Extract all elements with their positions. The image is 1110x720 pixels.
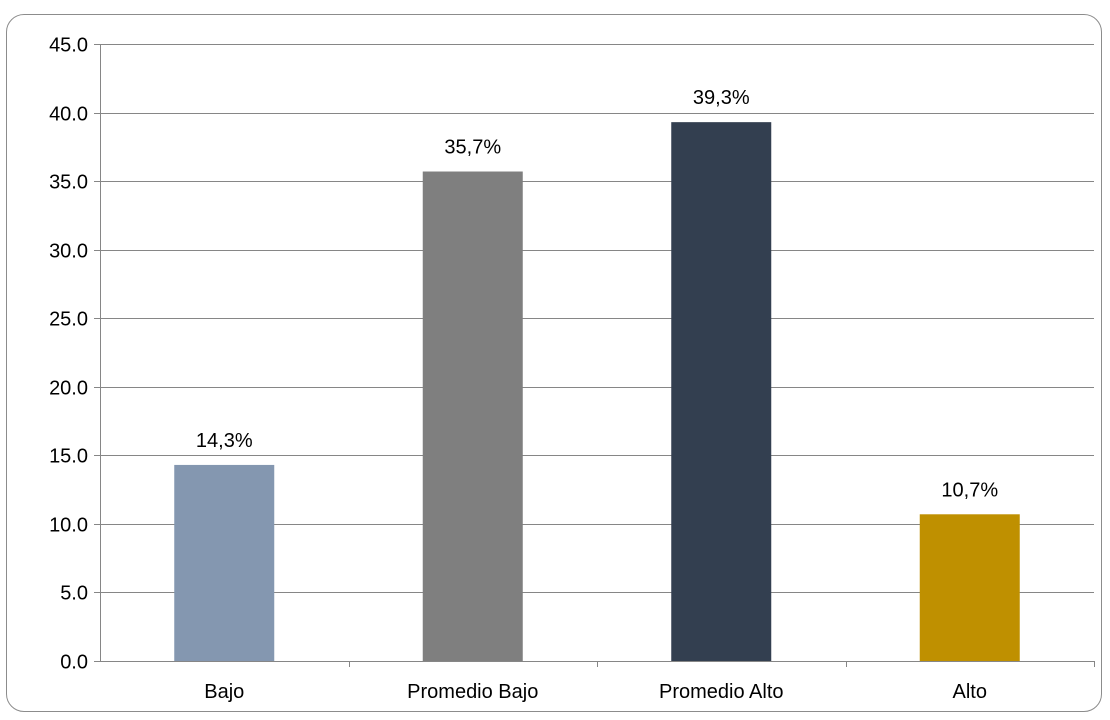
x-tick-label: Alto bbox=[953, 681, 987, 703]
x-tick-label: Promedio Alto bbox=[659, 681, 784, 703]
y-tick-label: 10.0 bbox=[49, 515, 88, 537]
bar-promedio-bajo bbox=[422, 171, 523, 661]
bar-alto bbox=[919, 514, 1020, 661]
y-tick-label: 0.0 bbox=[60, 652, 88, 674]
y-tick-labels: 0.0 5.0 10.0 15.0 20.0 25.0 30.0 35.0 40.0 45.0 bbox=[49, 35, 88, 674]
y-tick-label: 5.0 bbox=[60, 583, 88, 605]
y-tick-label: 25.0 bbox=[49, 309, 88, 331]
x-tick-label: Bajo bbox=[204, 681, 244, 703]
y-tick-label: 35.0 bbox=[49, 172, 88, 194]
y-tick-label: 45.0 bbox=[49, 35, 88, 57]
data-label: 35,7% bbox=[444, 137, 501, 159]
bar-promedio-alto bbox=[671, 122, 772, 662]
x-tick-label: Promedio Bajo bbox=[407, 681, 538, 703]
bars bbox=[174, 122, 1020, 662]
y-tick-label: 15.0 bbox=[49, 446, 88, 468]
y-tick-label: 30.0 bbox=[49, 241, 88, 263]
axes bbox=[94, 44, 1095, 667]
data-labels: 14,3% 35,7% 39,3% 10,7% bbox=[196, 87, 998, 501]
bar-bajo bbox=[174, 464, 275, 661]
data-label: 10,7% bbox=[941, 479, 998, 501]
y-tick-label: 20.0 bbox=[49, 378, 88, 400]
x-tick-labels: Bajo Promedio Bajo Promedio Alto Alto bbox=[204, 681, 987, 703]
data-label: 14,3% bbox=[196, 430, 253, 452]
data-label: 39,3% bbox=[693, 87, 750, 109]
y-tick-label: 40.0 bbox=[49, 104, 88, 126]
